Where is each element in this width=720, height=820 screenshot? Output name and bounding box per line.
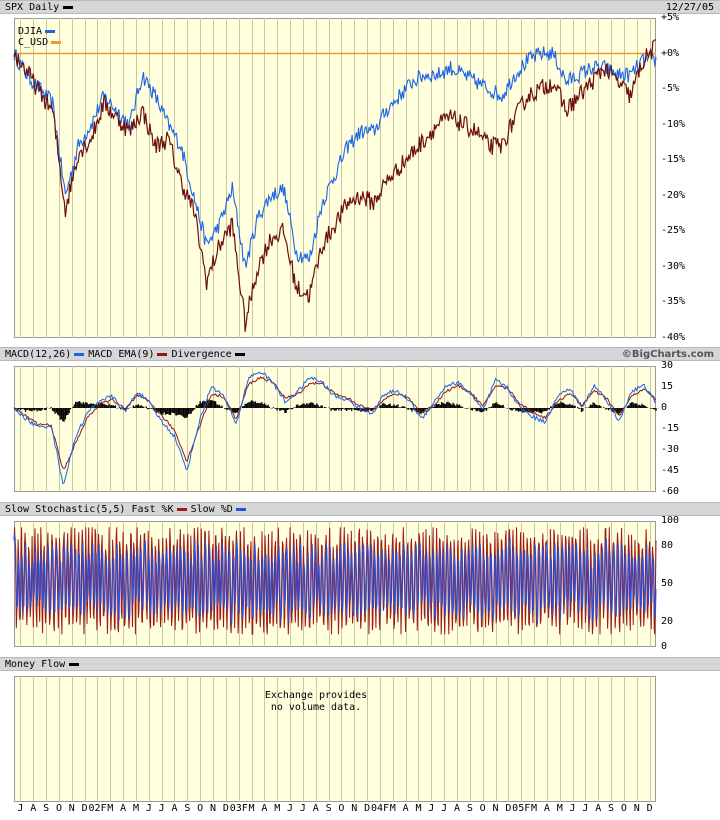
symbol-title: SPX Daily <box>5 2 74 13</box>
price-y-tick: -25% <box>661 225 686 237</box>
x-tick-label: J <box>17 803 24 814</box>
price-panel <box>14 18 656 338</box>
money-flow-panel <box>14 676 656 802</box>
no-volume-message: Exchange provides no volume data. <box>264 690 368 713</box>
x-tick-label: M <box>132 803 139 814</box>
stochastic-y-tick: 100 <box>661 515 680 526</box>
x-tick-label: M <box>531 803 538 814</box>
x-tick-label: A <box>312 803 319 814</box>
x-tick-label: M <box>107 803 114 814</box>
stochastic-legend: Slow Stochastic(5,5) Fast %K Slow %D <box>5 504 250 515</box>
macd-line <box>13 371 657 485</box>
x-tick-label: D <box>222 803 229 814</box>
x-tick-label: J <box>441 803 448 814</box>
bigcharts-credit[interactable]: ©BigCharts.com <box>621 349 714 360</box>
macd-panel-header: MACD(12,26) MACD EMA(9) Divergence ©BigCha… <box>0 347 720 361</box>
x-tick-label: O <box>55 803 62 814</box>
price-panel-header: SPX Daily 12/27/05 <box>0 0 720 14</box>
x-tick-label: D <box>364 803 371 814</box>
x-tick-label: S <box>184 803 191 814</box>
macd-y-tick: -45 <box>661 465 680 476</box>
x-tick-label: N <box>68 803 75 814</box>
x-tick-label: N <box>492 803 499 814</box>
money-flow-title: Money Flow <box>5 659 80 670</box>
price-y-tick: -5% <box>661 83 680 95</box>
x-tick-label: 02F <box>88 803 107 814</box>
price-y-tick: +0% <box>661 47 680 59</box>
stochastic-y-tick: 0 <box>661 641 668 652</box>
x-tick-label: A <box>261 803 268 814</box>
macd-y-tick: 15 <box>661 381 674 392</box>
macd-chart <box>13 366 657 492</box>
x-tick-label: 05F <box>512 803 531 814</box>
x-tick-label: J <box>145 803 152 814</box>
macd-y-tick: 0 <box>661 402 668 413</box>
stochastic-y-tick: 20 <box>661 615 674 627</box>
x-tick-label: O <box>197 803 204 814</box>
x-tick-label: M <box>248 803 255 814</box>
x-tick-label: N <box>210 803 217 814</box>
x-tick-label: S <box>608 803 615 814</box>
stochastic-y-tick: 80 <box>661 540 674 552</box>
macd-y-tick: -15 <box>661 423 680 434</box>
x-tick-label: 03F <box>229 803 248 814</box>
macd-legend: MACD(12,26) MACD EMA(9) Divergence <box>5 349 249 360</box>
x-tick-label: S <box>466 803 473 814</box>
x-tick-label: J <box>582 803 589 814</box>
x-tick-label: M <box>389 803 396 814</box>
x-tick-label: M <box>556 803 563 814</box>
slow-d-line <box>13 533 657 625</box>
x-tick-label: M <box>274 803 281 814</box>
x-tick-label: S <box>43 803 50 814</box>
x-tick-label: A <box>171 803 178 814</box>
x-tick-label: S <box>325 803 332 814</box>
x-tick-label: N <box>633 803 640 814</box>
x-tick-label: J <box>428 803 435 814</box>
price-y-tick: -35% <box>661 296 686 308</box>
x-tick-label: J <box>287 803 294 814</box>
legend-cusd: C_USD <box>18 37 65 48</box>
stochastic-chart <box>13 521 657 647</box>
x-tick-label: M <box>415 803 422 814</box>
x-tick-label: D <box>505 803 512 814</box>
macd-y-tick: 30 <box>661 360 674 371</box>
price-chart <box>13 18 657 338</box>
x-tick-label: J <box>299 803 306 814</box>
macd-panel <box>14 366 656 492</box>
price-y-tick: -15% <box>661 154 686 166</box>
x-tick-label: A <box>30 803 37 814</box>
x-tick-label: A <box>595 803 602 814</box>
stochastic-y-tick: 50 <box>661 578 674 589</box>
money-flow-grid <box>20 676 651 802</box>
stochastic-panel-header: Slow Stochastic(5,5) Fast %K Slow %D <box>0 502 720 516</box>
price-y-tick: -10% <box>661 118 686 130</box>
x-tick-label: 04F <box>370 803 389 814</box>
price-legend: DJIA C_USD <box>18 26 65 48</box>
price-y-tick: -40% <box>661 332 686 343</box>
x-tick-label: O <box>338 803 345 814</box>
x-tick-label: A <box>453 803 460 814</box>
chart-date: 12/27/05 <box>665 2 714 13</box>
legend-djia: DJIA <box>18 26 65 37</box>
macd-y-tick: -30 <box>661 444 680 455</box>
money-flow-header: Money Flow <box>0 657 720 671</box>
x-tick-label: O <box>620 803 627 814</box>
price-y-tick: -20% <box>661 189 686 201</box>
spx-line <box>13 39 657 332</box>
x-tick-label: N <box>351 803 358 814</box>
x-tick-label: J <box>158 803 165 814</box>
price-y-tick: +5% <box>661 12 680 23</box>
x-tick-label: J <box>569 803 576 814</box>
macd-y-tick: -60 <box>661 486 680 497</box>
djia-line <box>13 46 657 268</box>
x-tick-label: D <box>81 803 88 814</box>
x-tick-label: A <box>543 803 550 814</box>
x-tick-label: A <box>120 803 127 814</box>
price-y-tick: -30% <box>661 260 686 272</box>
x-tick-label: D <box>646 803 653 814</box>
x-tick-label: A <box>402 803 409 814</box>
x-tick-label: O <box>479 803 486 814</box>
macd-ema-line <box>13 376 657 470</box>
